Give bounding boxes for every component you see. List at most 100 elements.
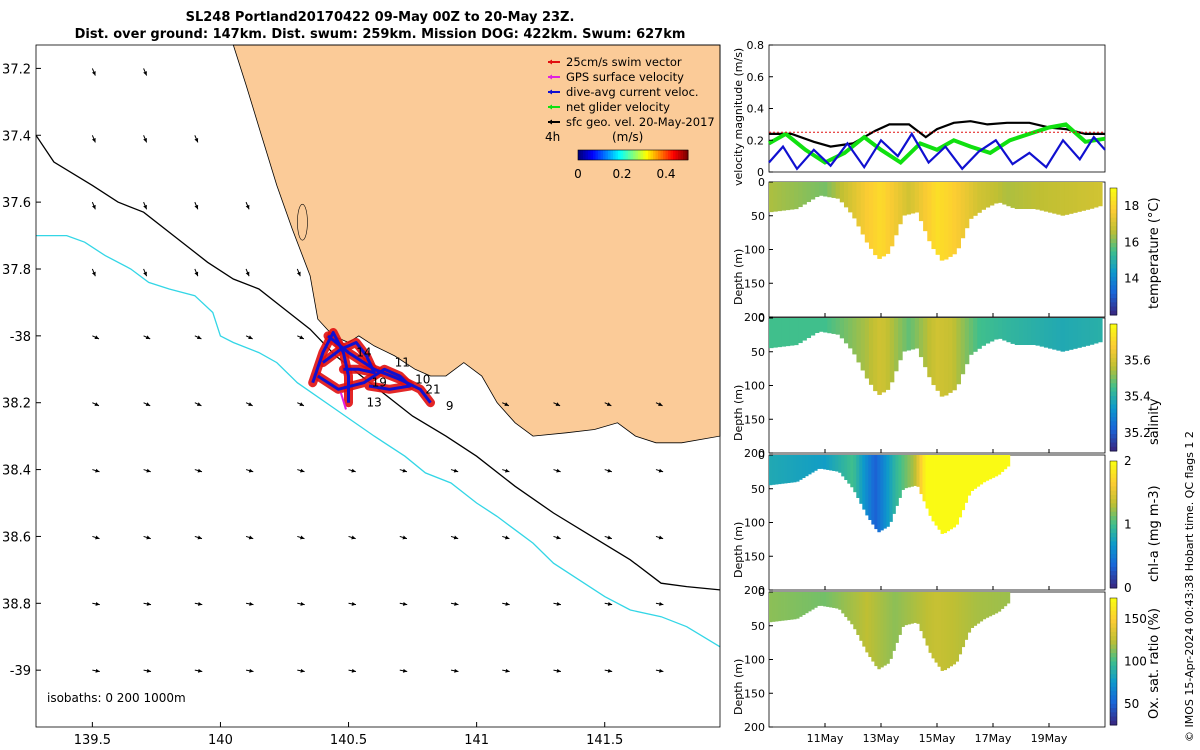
temperature-section-colorbar-segment [1110, 196, 1117, 202]
velocity-y-tick: 0.8 [747, 39, 765, 52]
map-colorbar-segment [650, 150, 654, 160]
temperature-section-cell [848, 182, 853, 213]
temperature-section-cell [781, 182, 787, 211]
oxygen-section-cell [952, 592, 957, 665]
salinity-section-cell [1068, 318, 1074, 350]
oxygen-section-cell [859, 592, 863, 641]
salinity-section-colorbar-segment [1110, 336, 1117, 342]
salinity-section-cell [802, 318, 807, 341]
geo-vector-arrowhead [402, 535, 407, 540]
map-colorbar-segment [635, 150, 639, 160]
temperature-section-cell [885, 182, 891, 254]
temperature-section-cell [814, 182, 820, 198]
track-day-label: 11 [395, 356, 410, 370]
geo-vector-arrowhead [197, 468, 202, 473]
oxygen-section-cell [967, 592, 972, 633]
map-colorbar-segment [678, 150, 681, 160]
chla-section-colorbar-segment [1110, 549, 1117, 555]
chla-section-colorbar-frame [1109, 460, 1118, 589]
oxygen-section-cell [964, 592, 969, 640]
chla-section-cell [862, 455, 866, 510]
oxygen-section-cell [856, 592, 860, 635]
chla-section-cell [796, 455, 800, 482]
oxygen-section-cell [940, 592, 944, 671]
temperature-section-cell [1043, 182, 1049, 212]
oxygen-section-colorbar-segment [1110, 614, 1117, 620]
oxygen-section-cell [937, 592, 941, 667]
temperature-section-colorbar-segment [1110, 226, 1117, 231]
salinity-section-colorbar-segment [1110, 379, 1117, 384]
oxygen-section-cell [796, 592, 800, 619]
temperature-section-cell [773, 182, 778, 212]
legend-label: GPS surface velocity [566, 70, 684, 84]
salinity-section-cell [1023, 318, 1028, 345]
chla-section-cell [835, 455, 839, 472]
chla-section-cell [955, 455, 960, 525]
salinity-section-cell [889, 318, 895, 383]
salinity-section-colorbar-segment [1110, 408, 1117, 414]
oxygen-section-cell [919, 592, 923, 632]
chla-section-cell [961, 455, 966, 511]
chla-section-cell [850, 455, 854, 488]
temperature-section-cell [802, 182, 807, 205]
salinity-section-colorbar-segment [1110, 429, 1117, 435]
temperature-section-cell [968, 182, 974, 219]
salinity-section-cell [948, 318, 953, 393]
map-colorbar-segment [640, 150, 644, 160]
chla-section-colorbar-segment [1110, 499, 1117, 504]
temperature-section-colorbar-segment [1110, 276, 1117, 282]
salinity-section-colorbar-frame [1109, 323, 1118, 452]
temperature-section-colorbar-segment [1110, 285, 1117, 291]
temperature-section-cell [960, 182, 966, 239]
temperature-section-colorbar-segment [1110, 221, 1117, 227]
geo-vector-arrowhead [95, 468, 100, 473]
chla-section-cell [997, 455, 1002, 475]
chla-section-y-label: Depth (m) [732, 522, 745, 578]
chla-section-cell [913, 455, 917, 486]
chla-section-cell [991, 455, 996, 478]
temperature-section-cell [823, 182, 828, 197]
temperature-section-colorbar-segment [1110, 255, 1117, 261]
chla-section-cell [979, 455, 984, 485]
chla-section-cell [805, 455, 809, 477]
geo-vector-arrowhead [453, 535, 459, 540]
chla-section-colorbar-segment [1110, 566, 1117, 572]
geo-vector-arrowhead [194, 271, 199, 277]
salinity-section-cell [839, 318, 845, 339]
geo-vector-arrowhead [300, 535, 305, 540]
oxygen-section-cell [907, 592, 911, 625]
geo-vector-arrowhead [299, 335, 304, 340]
chla-section-cell [772, 455, 776, 485]
temperature-section-cell [943, 182, 949, 260]
chla-section-cell [868, 455, 872, 521]
oxygen-section-colorbar-frame [1109, 597, 1118, 726]
oxygen-section-cell [991, 592, 996, 615]
gps-velocity-mark [339, 392, 347, 410]
geo-vector-arrowhead [197, 668, 203, 673]
geo-vector-arrowhead [146, 601, 152, 606]
temperature-section-cell [877, 182, 882, 259]
salinity-section-cell [1035, 318, 1041, 346]
salinity-section-colorbar-segment [1110, 332, 1117, 338]
chla-section-cell [931, 455, 935, 522]
map-colorbar-segment [628, 150, 631, 160]
temperature-section-cell [852, 182, 857, 219]
dive-avg-track-2 [316, 367, 412, 391]
oxygen-section-colorbar-segment [1110, 627, 1117, 633]
oxygen-section-cell [862, 592, 866, 647]
temperature-section-cell [1089, 182, 1095, 209]
chla-section-cell [901, 455, 905, 490]
salinity-section-colorbar-segment [1110, 370, 1117, 376]
temperature-section-cell [989, 182, 995, 206]
salinity-section-cell [860, 318, 866, 371]
map-colorbar-segment [630, 150, 634, 160]
salinity-section-cell [881, 318, 887, 393]
geo-vector-arrowhead [196, 402, 202, 406]
track-day-label: 9 [446, 399, 454, 413]
chla-section-colorbar-segment [1110, 575, 1117, 581]
oxygen-section-colorbar-segment [1110, 657, 1117, 662]
oxygen-section-cell [901, 592, 905, 627]
temperature-section-colorbar-segment [1110, 281, 1117, 286]
salinity-section-cell [873, 318, 878, 392]
